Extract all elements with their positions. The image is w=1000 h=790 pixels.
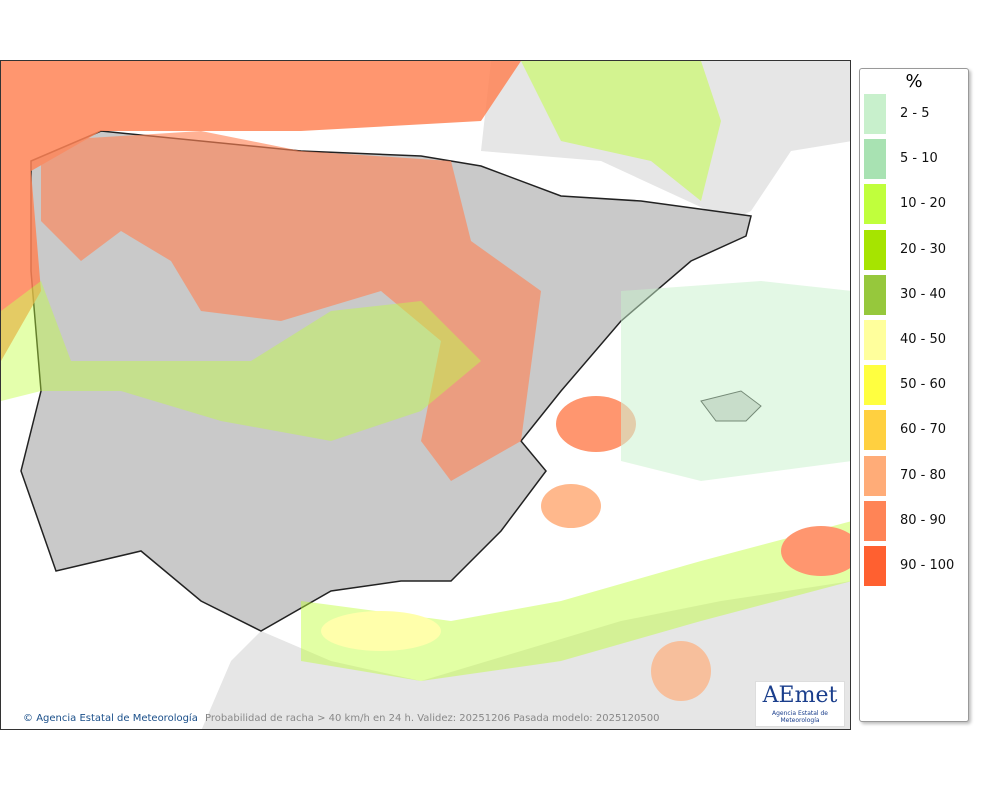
field-area [521, 61, 721, 201]
field-area [41, 131, 541, 481]
legend-label: 60 - 70 [900, 422, 947, 438]
field-area [541, 484, 601, 528]
legend-item: 90 - 100 [864, 546, 964, 586]
field-area [781, 526, 850, 576]
legend-item: 60 - 70 [864, 410, 964, 451]
field-area [1, 61, 521, 361]
legend-title: % [905, 71, 923, 92]
field-area [301, 521, 850, 681]
legend-label: 5 - 10 [900, 151, 938, 167]
legend-swatch [864, 274, 886, 315]
legend-label: 40 - 50 [900, 332, 947, 347]
legend-swatch [864, 320, 886, 360]
legend-swatch [864, 94, 886, 134]
legend-item: 20 - 30 [864, 229, 964, 270]
field-area [1, 281, 481, 441]
caption: Probabilidad de racha > 40 km/h en 24 h.… [205, 713, 660, 724]
map-canvas [1, 61, 850, 729]
logo-name: AEmet [762, 683, 838, 708]
credit-text: Agencia Estatal de Meteorología [36, 713, 198, 724]
legend-label: 30 - 40 [900, 286, 947, 302]
legend-item: 50 - 60 [864, 365, 964, 406]
legend-item: 40 - 50 [864, 320, 964, 360]
legend-label: 90 - 100 [900, 558, 955, 573]
legend-item: 70 - 80 [864, 455, 964, 496]
legend-label: 10 - 20 [900, 196, 947, 212]
credit: © Agencia Estatal de Meteorología [23, 713, 198, 724]
field-area [651, 641, 711, 701]
legend-swatch [864, 139, 886, 180]
legend-item: 5 - 10 [864, 139, 964, 180]
legend: % 2 - 5 5 - 10 10 - 20 20 - 30 30 - 40 40 - 5… [859, 68, 969, 722]
logo-subtitle: Agencia Estatal de Meteorología [771, 710, 828, 724]
legend-swatch [864, 500, 886, 541]
legend-label: 20 - 30 [900, 241, 947, 257]
legend-label: 2 - 5 [900, 106, 930, 121]
legend-swatch [864, 229, 886, 270]
legend-swatch [864, 184, 886, 225]
legend-item: 30 - 40 [864, 274, 964, 315]
legend-swatch [864, 410, 886, 451]
legend-item: 10 - 20 [864, 184, 964, 225]
legend-swatch [864, 546, 886, 586]
legend-swatch [864, 365, 886, 406]
map: © Agencia Estatal de Meteorología Probab… [0, 60, 851, 730]
field-area [321, 611, 441, 651]
legend-label: 70 - 80 [900, 467, 947, 483]
legend-label: 50 - 60 [900, 377, 947, 393]
legend-swatch [864, 455, 886, 496]
field-area [556, 396, 636, 452]
field-area [621, 281, 850, 481]
probability-field [1, 61, 850, 701]
logo: AEmet Agencia Estatal de Meteorología [755, 681, 845, 727]
legend-item: 2 - 5 [864, 94, 964, 134]
legend-label: 80 - 90 [900, 512, 947, 528]
legend-item: 80 - 90 [864, 500, 964, 541]
